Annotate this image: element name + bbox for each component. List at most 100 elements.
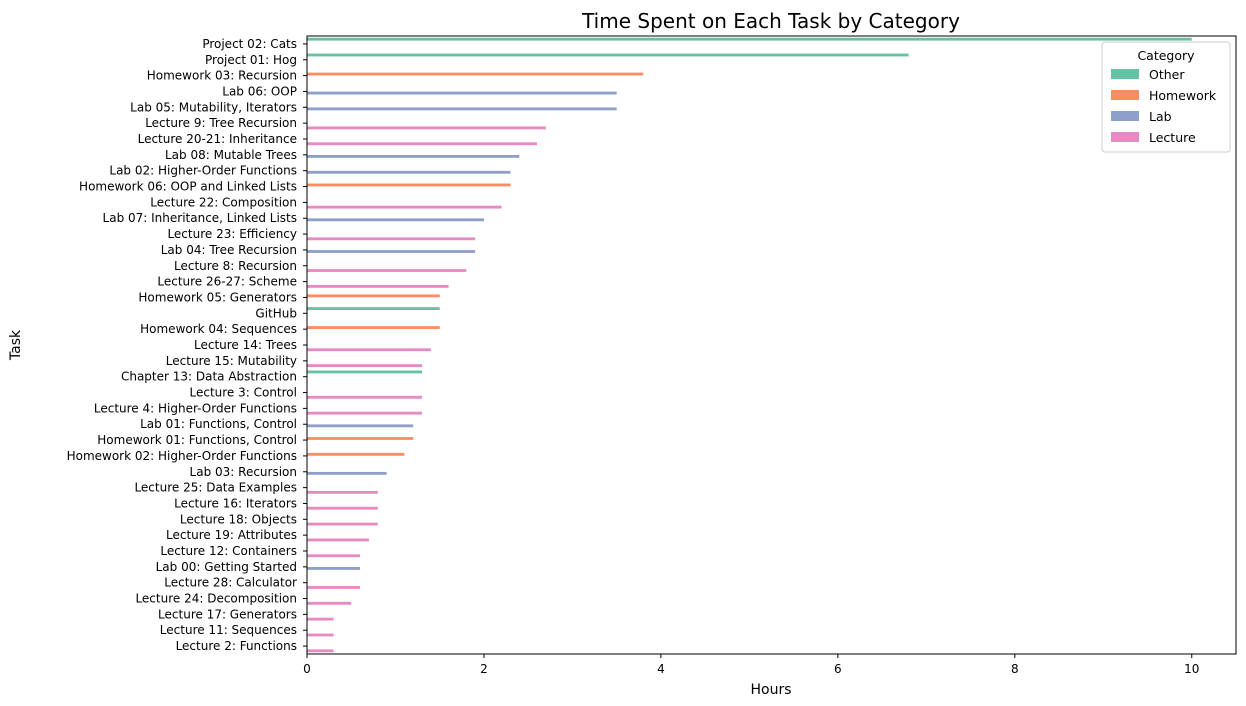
- x-tick-label: 6: [834, 662, 842, 676]
- bar: [307, 506, 378, 510]
- y-tick-label: Homework 06: OOP and Linked Lists: [79, 180, 297, 194]
- bar: [307, 554, 361, 558]
- bar: [307, 522, 378, 526]
- x-tick-label: 0: [303, 662, 311, 676]
- y-tick-label: Project 02: Cats: [202, 37, 297, 51]
- y-tick-label: Lab 06: OOP: [222, 84, 297, 98]
- legend-title: Category: [1137, 48, 1195, 63]
- bar: [307, 437, 414, 440]
- plot-area: [307, 37, 1192, 653]
- y-tick-label: Homework 04: Sequences: [140, 322, 297, 336]
- y-tick-label: Homework 01: Functions, Control: [97, 433, 297, 447]
- x-tick-label: 4: [657, 662, 665, 676]
- legend-label: Lab: [1149, 109, 1172, 124]
- bar: [307, 183, 511, 187]
- legend-label: Lecture: [1149, 130, 1196, 145]
- legend-swatch: [1111, 111, 1139, 121]
- y-tick-label: Homework 03: Recursion: [147, 69, 297, 83]
- bar: [307, 424, 414, 428]
- y-tick-label: Lecture 28: Calculator: [164, 576, 297, 590]
- y-tick-label: Project 01: Hog: [205, 53, 297, 67]
- y-tick-label: Lecture 20-21: Inheritance: [138, 132, 297, 146]
- y-tick-label: Lab 08: Mutable Trees: [165, 148, 297, 162]
- bar: [307, 633, 334, 637]
- y-tick-label: Lecture 11: Sequences: [160, 623, 297, 637]
- y-tick-label: Lab 04: Tree Recursion: [161, 243, 297, 257]
- bar: [307, 126, 546, 130]
- x-tick-label: 2: [480, 662, 488, 676]
- bar: [307, 53, 909, 57]
- y-tick-label: Lecture 16: Iterators: [174, 496, 297, 510]
- bar: [307, 649, 334, 653]
- bar: [307, 538, 369, 542]
- x-tick-label: 8: [1011, 662, 1019, 676]
- legend-entries: Other Homework Lab Lecture: [1111, 67, 1217, 145]
- legend-swatch: [1111, 132, 1139, 142]
- bar: [307, 370, 423, 374]
- y-tick-label: Lecture 25: Data Examples: [134, 481, 297, 495]
- legend-label: Homework: [1149, 88, 1217, 103]
- y-tick-label: Lecture 17: Generators: [158, 607, 297, 621]
- bar: [307, 294, 440, 298]
- y-tick-label: Lecture 2: Functions: [176, 639, 297, 653]
- chart-title: Time Spent on Each Task by Category: [581, 9, 960, 33]
- x-axis-label: Hours: [750, 682, 791, 698]
- bar: [307, 205, 502, 209]
- bar: [307, 37, 1192, 41]
- bar: [307, 218, 484, 222]
- bar: [307, 91, 617, 95]
- bar: [307, 452, 405, 456]
- x-axis-ticks: 0 2 4 6 8 10: [303, 654, 1199, 676]
- bar: [307, 107, 617, 111]
- y-tick-label: Lecture 26-27: Scheme: [157, 275, 297, 289]
- legend-swatch: [1111, 90, 1139, 100]
- bar: [307, 567, 361, 570]
- y-tick-label: Lab 03: Recursion: [190, 465, 297, 479]
- y-tick-label: Lab 02: Higher-Order Functions: [109, 164, 297, 178]
- bar: [307, 617, 334, 621]
- bar: [307, 237, 476, 241]
- y-tick-label: Lecture 22: Composition: [150, 195, 297, 209]
- y-tick-label: Lab 00: Getting Started: [156, 560, 297, 574]
- bar: [307, 284, 449, 288]
- legend-swatch: [1111, 69, 1139, 79]
- y-tick-label: Lecture 24: Decomposition: [135, 592, 297, 606]
- bar: [307, 348, 431, 352]
- bar: [307, 471, 387, 475]
- bar: [307, 586, 361, 589]
- y-tick-label: Lecture 12: Containers: [160, 544, 297, 558]
- y-tick-label: Homework 05: Generators: [138, 290, 297, 304]
- bar: [307, 269, 467, 272]
- y-tick-label: Lab 05: Mutability, Iterators: [130, 100, 297, 114]
- bar: [307, 326, 440, 329]
- y-tick-label: Lab 07: Inheritance, Linked Lists: [103, 211, 297, 225]
- bar: [307, 142, 538, 146]
- y-tick-label: Lecture 18: Objects: [180, 512, 297, 526]
- y-axis-ticks: Project 02: Cats Project 01: Hog Homework …: [67, 37, 307, 653]
- y-tick-label: Lecture 14: Trees: [194, 338, 297, 352]
- y-tick-label: Lecture 9: Tree Recursion: [145, 116, 297, 130]
- y-tick-label: Lecture 3: Control: [189, 386, 297, 400]
- bar: [307, 250, 476, 253]
- legend: Category Other Homework Lab Lecture: [1101, 41, 1231, 153]
- bar: [307, 601, 352, 605]
- bar: [307, 411, 423, 415]
- y-tick-label: Lecture 23: Efficiency: [167, 227, 297, 241]
- bar: [307, 307, 440, 310]
- bar: [307, 395, 423, 399]
- bar: [307, 170, 511, 174]
- y-tick-label: GitHub: [255, 306, 297, 320]
- y-tick-label: Chapter 13: Data Abstraction: [121, 370, 297, 384]
- bar: [307, 364, 423, 368]
- bar: [307, 155, 520, 158]
- bar: [307, 72, 644, 76]
- y-tick-label: Homework 02: Higher-Order Functions: [67, 449, 297, 463]
- x-tick-label: 10: [1184, 662, 1199, 676]
- bar: [307, 490, 378, 494]
- y-tick-label: Lecture 15: Mutability: [166, 354, 297, 368]
- y-tick-label: Lecture 4: Higher-Order Functions: [94, 401, 297, 415]
- y-tick-label: Lecture 8: Recursion: [174, 259, 297, 273]
- y-tick-label: Lab 01: Functions, Control: [140, 417, 297, 431]
